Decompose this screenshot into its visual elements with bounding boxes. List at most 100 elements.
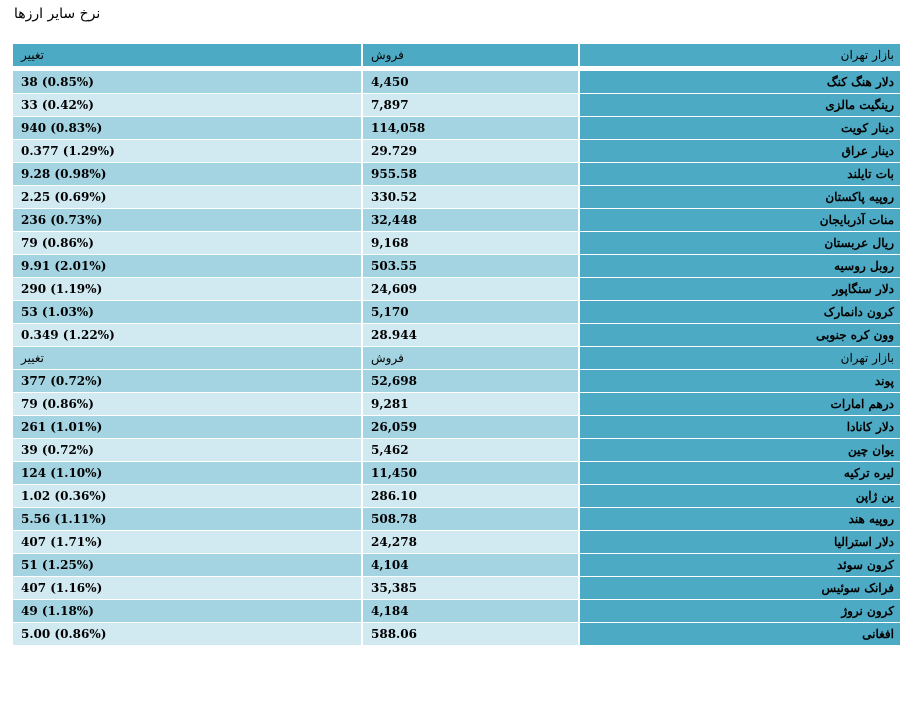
rates-body: بازار تهران فروش تغییر دلار هنگ کنگ 4,450… xyxy=(13,44,900,646)
page-title: نرخ سایر ارزها xyxy=(14,6,101,22)
currency-name-cell: رینگیت مالزی xyxy=(580,94,900,117)
sell-price-cell: 32,448 xyxy=(363,209,578,232)
currency-name-cell: فرانک سوئیس xyxy=(580,577,900,600)
currency-rates-table: بازار تهران فروش تغییر دلار هنگ کنگ 4,450… xyxy=(11,44,900,646)
sell-price-cell: 330.52 xyxy=(363,186,578,209)
subheader-market: بازار تهران xyxy=(580,347,900,370)
table-row: افغانی 588.06 (0.86%) 5.00 xyxy=(13,623,900,646)
sell-price-cell: 5,462 xyxy=(363,439,578,462)
subheader-change: تغییر xyxy=(13,347,361,370)
sell-price-cell: 9,281 xyxy=(363,393,578,416)
change-cell: (0.86%) 79 xyxy=(13,232,361,255)
header-market: بازار تهران xyxy=(580,44,900,67)
change-cell: (1.03%) 53 xyxy=(13,301,361,324)
sell-price-cell: 24,278 xyxy=(363,531,578,554)
change-cell: (1.01%) 261 xyxy=(13,416,361,439)
table-row: کرون دانمارک 5,170 (1.03%) 53 xyxy=(13,301,900,324)
table-row: رینگیت مالزی 7,897 (0.42%) 33 xyxy=(13,94,900,117)
change-cell: (1.10%) 124 xyxy=(13,462,361,485)
change-cell: (1.16%) 407 xyxy=(13,577,361,600)
currency-name-cell: کرون سوئد xyxy=(580,554,900,577)
table-row: دلار هنگ کنگ 4,450 (0.85%) 38 xyxy=(13,71,900,94)
currency-name-cell: روپیه پاکستان xyxy=(580,186,900,209)
sell-price-cell: 4,104 xyxy=(363,554,578,577)
table-row: درهم امارات 9,281 (0.86%) 79 xyxy=(13,393,900,416)
change-cell: (1.29%) 0.377 xyxy=(13,140,361,163)
sell-price-cell: 4,184 xyxy=(363,600,578,623)
sell-price-cell: 5,170 xyxy=(363,301,578,324)
currency-name-cell: روبل روسیه xyxy=(580,255,900,278)
currency-name-cell: درهم امارات xyxy=(580,393,900,416)
sell-price-cell: 11,450 xyxy=(363,462,578,485)
sell-price-cell: 52,698 xyxy=(363,370,578,393)
table-subheader-row: بازار تهران فروش تغییر xyxy=(13,347,900,370)
change-cell: (0.85%) 38 xyxy=(13,71,361,94)
change-cell: (1.11%) 5.56 xyxy=(13,508,361,531)
sell-price-cell: 35,385 xyxy=(363,577,578,600)
change-cell: (1.18%) 49 xyxy=(13,600,361,623)
currency-name-cell: دلار سنگاپور xyxy=(580,278,900,301)
table-row: دینار کویت 114,058 (0.83%) 940 xyxy=(13,117,900,140)
sell-price-cell: 26,059 xyxy=(363,416,578,439)
table-row: وون کره جنوبی 28.944 (1.22%) 0.349 xyxy=(13,324,900,347)
change-cell: (0.98%) 9.28 xyxy=(13,163,361,186)
table-row: ریال عربستان 9,168 (0.86%) 79 xyxy=(13,232,900,255)
change-cell: (1.71%) 407 xyxy=(13,531,361,554)
currency-name-cell: ریال عربستان xyxy=(580,232,900,255)
change-cell: (0.86%) 5.00 xyxy=(13,623,361,646)
sell-price-cell: 29.729 xyxy=(363,140,578,163)
sell-price-cell: 9,168 xyxy=(363,232,578,255)
currency-name-cell: دینار عراق xyxy=(580,140,900,163)
sell-price-cell: 24,609 xyxy=(363,278,578,301)
table-row: روپیه هند 508.78 (1.11%) 5.56 xyxy=(13,508,900,531)
table-row: منات آذربایجان 32,448 (0.73%) 236 xyxy=(13,209,900,232)
table-row: فرانک سوئیس 35,385 (1.16%) 407 xyxy=(13,577,900,600)
currency-name-cell: یوان چین xyxy=(580,439,900,462)
sell-price-cell: 508.78 xyxy=(363,508,578,531)
change-cell: (1.19%) 290 xyxy=(13,278,361,301)
header-change: تغییر xyxy=(13,44,361,67)
table-row: یوان چین 5,462 (0.72%) 39 xyxy=(13,439,900,462)
change-cell: (2.01%) 9.91 xyxy=(13,255,361,278)
change-cell: (1.25%) 51 xyxy=(13,554,361,577)
table-row: کرون سوئد 4,104 (1.25%) 51 xyxy=(13,554,900,577)
change-cell: (0.86%) 79 xyxy=(13,393,361,416)
sell-price-cell: 7,897 xyxy=(363,94,578,117)
currency-name-cell: کرون نروژ xyxy=(580,600,900,623)
currency-name-cell: وون کره جنوبی xyxy=(580,324,900,347)
currency-name-cell: کرون دانمارک xyxy=(580,301,900,324)
change-cell: (0.73%) 236 xyxy=(13,209,361,232)
sell-price-cell: 28.944 xyxy=(363,324,578,347)
sell-price-cell: 286.10 xyxy=(363,485,578,508)
currency-name-cell: پوند xyxy=(580,370,900,393)
header-sell: فروش xyxy=(363,44,578,67)
currency-name-cell: روپیه هند xyxy=(580,508,900,531)
currency-name-cell: دلار کانادا xyxy=(580,416,900,439)
currency-name-cell: دینار کویت xyxy=(580,117,900,140)
table-row: کرون نروژ 4,184 (1.18%) 49 xyxy=(13,600,900,623)
change-cell: (0.83%) 940 xyxy=(13,117,361,140)
change-cell: (0.69%) 2.25 xyxy=(13,186,361,209)
currency-name-cell: دلار استرالیا xyxy=(580,531,900,554)
currency-name-cell: دلار هنگ کنگ xyxy=(580,71,900,94)
subheader-sell: فروش xyxy=(363,347,578,370)
table-row: روبل روسیه 503.55 (2.01%) 9.91 xyxy=(13,255,900,278)
currency-name-cell: لیره ترکیه xyxy=(580,462,900,485)
change-cell: (0.72%) 377 xyxy=(13,370,361,393)
change-cell: (0.36%) 1.02 xyxy=(13,485,361,508)
table-header-row: بازار تهران فروش تغییر xyxy=(13,44,900,67)
sell-price-cell: 955.58 xyxy=(363,163,578,186)
sell-price-cell: 588.06 xyxy=(363,623,578,646)
table-row: بات تایلند 955.58 (0.98%) 9.28 xyxy=(13,163,900,186)
currency-name-cell: منات آذربایجان xyxy=(580,209,900,232)
header-gap xyxy=(13,67,900,71)
table-row: دینار عراق 29.729 (1.29%) 0.377 xyxy=(13,140,900,163)
table-row: پوند 52,698 (0.72%) 377 xyxy=(13,370,900,393)
currency-name-cell: ین ژاپن xyxy=(580,485,900,508)
change-cell: (1.22%) 0.349 xyxy=(13,324,361,347)
sell-price-cell: 503.55 xyxy=(363,255,578,278)
currency-name-cell: بات تایلند xyxy=(580,163,900,186)
table-row: دلار سنگاپور 24,609 (1.19%) 290 xyxy=(13,278,900,301)
change-cell: (0.42%) 33 xyxy=(13,94,361,117)
table-row: لیره ترکیه 11,450 (1.10%) 124 xyxy=(13,462,900,485)
